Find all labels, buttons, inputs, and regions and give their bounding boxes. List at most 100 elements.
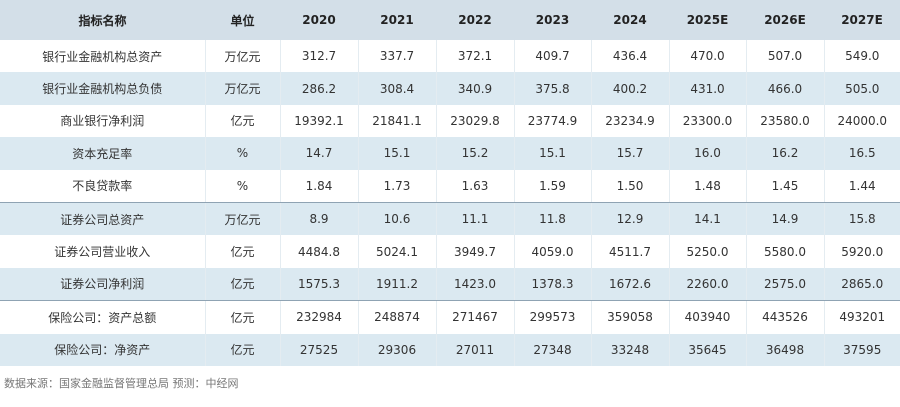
cell: 1378.3 — [513, 267, 591, 302]
cell: 33248 — [590, 333, 669, 366]
cell: 4511.7 — [590, 235, 669, 268]
cell: 亿元 — [204, 104, 280, 138]
cell: 400.2 — [590, 72, 669, 105]
cell: 21841.1 — [357, 104, 436, 138]
cell: 1.63 — [435, 169, 514, 203]
header-cell: 2027E — [824, 0, 900, 40]
cell: 亿元 — [204, 267, 280, 302]
row-label: 不良贷款率 — [0, 169, 205, 203]
header-cell: 2024 — [591, 0, 669, 40]
data-table: 指标名称 单位 2020 2021 2022 2023 2024 2025E 2026E 2027… — [0, 0, 900, 366]
cell: 11.8 — [513, 202, 591, 236]
cell: 12.9 — [590, 202, 669, 236]
header-cell: 指标名称 — [0, 0, 205, 40]
cell: 286.2 — [279, 72, 358, 105]
cell: 27011 — [435, 333, 514, 366]
cell: 27348 — [513, 333, 591, 366]
cell: 1911.2 — [357, 267, 436, 302]
cell: 16.2 — [745, 137, 824, 170]
cell: % — [204, 137, 280, 170]
cell: 万亿元 — [204, 72, 280, 105]
cell: 409.7 — [513, 40, 591, 73]
cell: 1.73 — [357, 169, 436, 203]
cell: 35645 — [668, 333, 746, 366]
cell: 23774.9 — [513, 104, 591, 138]
header-cell: 2020 — [280, 0, 358, 40]
cell: 299573 — [513, 300, 591, 334]
cell: 4484.8 — [279, 235, 358, 268]
cell: 493201 — [823, 300, 900, 334]
header-cell: 2022 — [436, 0, 514, 40]
cell: 431.0 — [668, 72, 746, 105]
cell: 507.0 — [745, 40, 824, 73]
cell: 15.1 — [357, 137, 436, 170]
table-row: 不良贷款率% 1.84 1.73 1.63 1.59 1.50 1.48 1.45 1.44 — [0, 169, 900, 203]
cell: 232984 — [279, 300, 358, 334]
table-row: 证券公司总资产 万亿元 8.9 10.6 11.1 11.8 12.9 14.1 14.9 15.… — [0, 202, 900, 236]
cell: 23029.8 — [435, 104, 514, 138]
cell: 549.0 — [823, 40, 900, 73]
cell: 5580.0 — [745, 235, 824, 268]
cell: 505.0 — [823, 72, 900, 105]
cell: 亿元 — [204, 235, 280, 268]
cell: 29306 — [357, 333, 436, 366]
table-row: 银行业金融机构总负债 万亿元 286.2 308.4 340.9 375.8 400.2 43… — [0, 72, 900, 105]
cell: 14.1 — [668, 202, 746, 236]
row-label: 资本充足率 — [0, 137, 205, 170]
cell: 3949.7 — [435, 235, 514, 268]
cell: 5920.0 — [823, 235, 900, 268]
cell: 36498 — [745, 333, 824, 366]
cell: 14.7 — [279, 137, 358, 170]
header-cell: 2023 — [514, 0, 591, 40]
cell: 27525 — [279, 333, 358, 366]
cell: 466.0 — [745, 72, 824, 105]
cell: 340.9 — [435, 72, 514, 105]
table-row: 银行业金融机构总资产 万亿元 312.7 337.7 372.1 409.7 436.4 47… — [0, 40, 900, 73]
cell: 1423.0 — [435, 267, 514, 302]
cell: 23580.0 — [745, 104, 824, 138]
cell: 万亿元 — [204, 202, 280, 236]
cell: 23234.9 — [590, 104, 669, 138]
cell: 403940 — [668, 300, 746, 334]
cell: 372.1 — [435, 40, 514, 73]
cell: % — [204, 169, 280, 203]
cell: 24000.0 — [823, 104, 900, 138]
row-label: 银行业金融机构总资产 — [42, 49, 163, 64]
cell: 1575.3 — [279, 267, 358, 302]
cell: 万亿元 — [204, 40, 280, 73]
cell: 436.4 — [590, 40, 669, 73]
cell: 1.44 — [823, 169, 900, 203]
cell: 1.59 — [513, 169, 591, 203]
cell: 16.0 — [668, 137, 746, 170]
cell: 1672.6 — [590, 267, 669, 302]
header-cell: 2026E — [746, 0, 824, 40]
cell: 37595 — [823, 333, 900, 366]
cell: 15.2 — [435, 137, 514, 170]
cell: 15.8 — [823, 202, 900, 236]
cell: 4059.0 — [513, 235, 591, 268]
source-note: 数据来源：国家金融监督管理总局 预测：中经网 — [4, 376, 239, 390]
cell: 248874 — [357, 300, 436, 334]
table-row: 保险公司：资产总额 亿元 232984 248874 271467 299573 35905… — [0, 300, 900, 334]
cell: 312.7 — [279, 40, 358, 73]
cell: 10.6 — [357, 202, 436, 236]
cell: 1.45 — [745, 169, 824, 203]
cell: 2865.0 — [823, 267, 900, 302]
row-label: 银行业金融机构总负债 — [0, 72, 205, 105]
cell: 5250.0 — [668, 235, 746, 268]
cell: 2260.0 — [668, 267, 746, 302]
table-row: 证券公司净利润 亿元 1575.3 1911.2 1423.0 1378.3 1672.6 2… — [0, 267, 900, 302]
row-label: 证券公司净利润 — [0, 267, 205, 302]
table-row: 资本充足率% 14.7 15.1 15.2 15.1 15.7 16.0 16.2 16.5 — [0, 137, 900, 170]
cell: 337.7 — [357, 40, 436, 73]
table-row: 证券公司营业收入 亿元 4484.8 5024.1 3949.7 4059.0 4511.7… — [0, 235, 900, 268]
table-row: 保险公司：净资产 亿元 27525 29306 27011 27348 33248 35645… — [0, 333, 900, 366]
table-row: 商业银行净利润 亿元 19392.1 21841.1 23029.8 23774.9 232… — [0, 104, 900, 138]
cell: 375.8 — [513, 72, 591, 105]
cell: 359058 — [590, 300, 669, 334]
row-label: 证券公司总资产 — [0, 202, 205, 236]
header-cell: 2025E — [669, 0, 746, 40]
cell: 308.4 — [357, 72, 436, 105]
cell: 470.0 — [668, 40, 746, 73]
